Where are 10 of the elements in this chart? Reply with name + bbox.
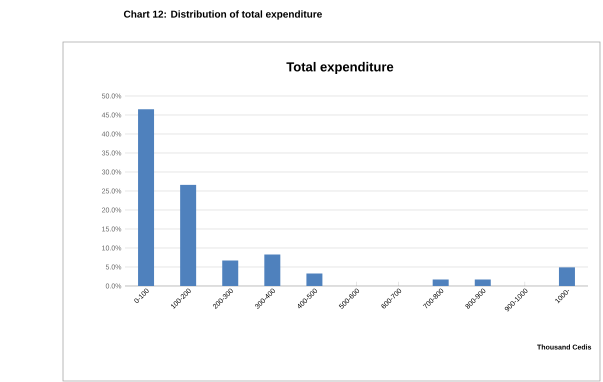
bar	[222, 260, 238, 286]
chart-title: Chart 12: Distribution of total expenditure	[124, 10, 322, 20]
bar	[138, 109, 154, 286]
bar	[558, 267, 575, 286]
bar	[180, 184, 196, 286]
bar	[474, 280, 491, 286]
bar	[432, 280, 449, 286]
chart-subtitle: Total expenditure	[286, 62, 394, 74]
bar	[306, 273, 322, 286]
bar	[264, 254, 280, 286]
